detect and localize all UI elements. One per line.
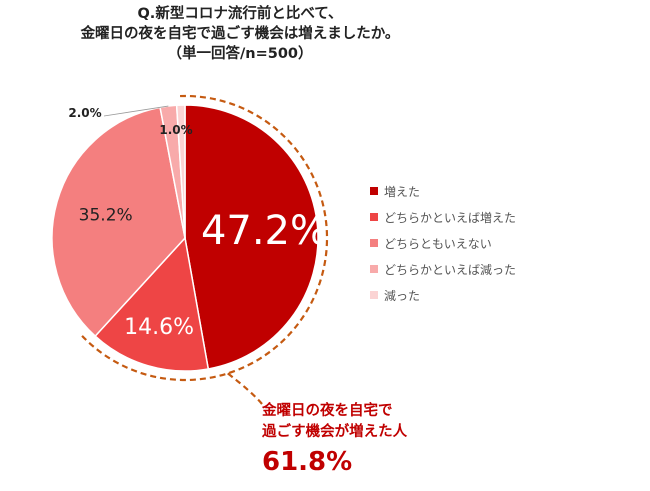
chart-title: Q.新型コロナ流行前と比べて、 金曜日の夜を自宅で過ごす機会は増えましたか。 （… [0,4,480,64]
legend-swatch [370,239,378,247]
slice-label: 47.2% [201,208,328,254]
callout-arc [81,94,329,382]
legend-item: 減った [370,282,516,308]
legend-swatch [370,265,378,273]
legend: 増えたどちらかといえば増えた どちらともいえないどちらかといえば減った 減った [370,178,516,308]
callout-connector [227,372,263,405]
legend-label: どちらともいえない [384,236,492,251]
pie-slice [51,106,186,338]
callout-line-1: 金曜日の夜を自宅で [262,403,393,419]
chart-title-line-2: 金曜日の夜を自宅で過ごす機会は増えましたか。 [80,26,400,42]
pie-slice [184,104,319,370]
callout-line-2: 過ごす機会が増えた人 [262,424,408,440]
legend-item: どちらかといえば減った [370,256,516,282]
legend-swatch [370,213,378,221]
slice-label: 35.2% [79,205,133,225]
pie-slice [175,104,186,239]
legend-label: どちらかといえば減った [384,262,517,277]
increase-callout: 金曜日の夜を自宅で 過ごす機会が増えた人 61.8% [262,401,407,479]
legend-item: どちらかといえば増えた [370,204,516,230]
chart-title-line-1: Q.新型コロナ流行前と比べて、 [137,6,343,22]
legend-label: 減った [384,288,421,303]
callout-value: 61.8% [262,447,353,477]
pie-slice [94,236,210,372]
legend-item: 増えた [370,178,516,204]
chart-title-line-3: （単一回答/n=500） [167,46,313,62]
slice-label: 2.0% [68,106,101,120]
leader-line [103,105,169,117]
legend-swatch [370,291,378,299]
legend-swatch [370,187,378,195]
slice-label: 1.0% [159,123,192,137]
legend-label: どちらかといえば増えた [384,210,517,225]
legend-item: どちらともいえない [370,230,516,256]
legend-label: 増えた [384,184,421,199]
slice-label: 14.6% [124,315,194,340]
